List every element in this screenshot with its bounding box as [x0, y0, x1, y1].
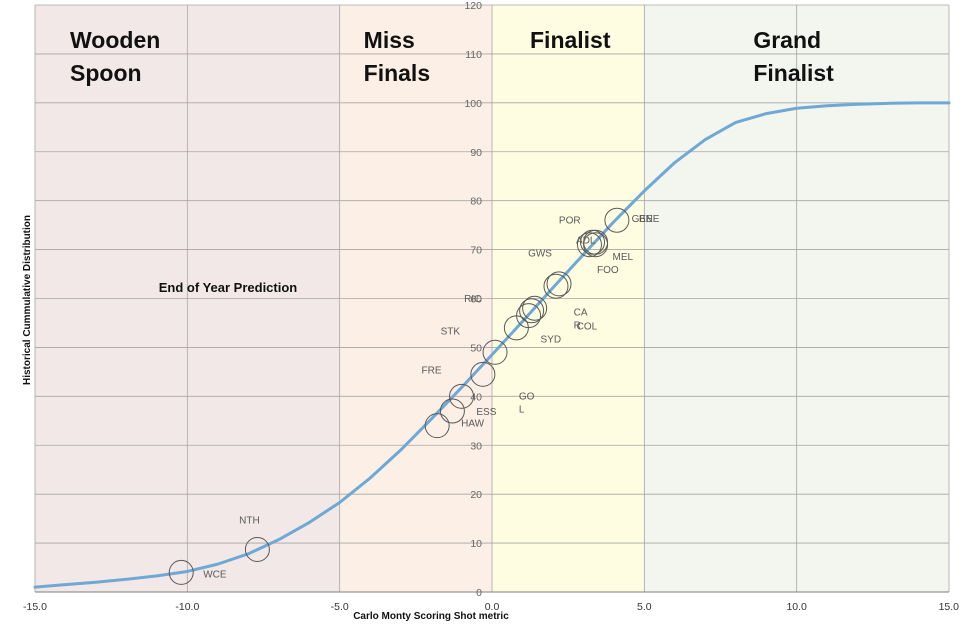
team-marker-1	[244, 536, 270, 562]
zone-title-1-line2: Finals	[364, 60, 430, 86]
team-label-10: CA	[574, 308, 588, 319]
team-label-13: ADL	[576, 236, 596, 247]
y-tick-label-8: 80	[470, 196, 482, 208]
x-tick-label-4: 5.0	[637, 601, 652, 613]
x-tick-label-3: 0.0	[485, 601, 500, 613]
zone-title-2-line1: Finalist	[530, 27, 611, 53]
team-marker-17	[604, 207, 630, 233]
team-label-10-line1: R	[574, 321, 581, 332]
series-line-0	[33, 101, 951, 589]
y-tick-label-7: 70	[470, 245, 482, 257]
zone-title-0-line2: Spoon	[70, 60, 142, 86]
team-label-5-line1: L	[519, 404, 525, 415]
x-tick-label-6: 15.0	[939, 601, 960, 613]
team-label-2: HAW	[461, 419, 485, 430]
zone-title-1-line1: Miss	[364, 27, 415, 53]
end-of-year-annotation: End of Year Prediction	[159, 280, 298, 295]
y-tick-label-10: 100	[464, 98, 482, 110]
team-marker-3	[439, 398, 465, 424]
team-label-12: FOO	[597, 265, 619, 276]
team-label-6: STK	[441, 326, 461, 337]
zone-titles: Wooden Spoon Miss Finals Finalist Grand Finali…	[70, 27, 834, 86]
team-marker-0	[168, 559, 194, 585]
team-label-16: GEE	[632, 214, 653, 225]
team-label-5: GO	[519, 391, 535, 402]
y-tick-label-0: 0	[476, 587, 482, 599]
x-tick-label-5: 10.0	[786, 601, 807, 613]
team-label-11: GWS	[528, 248, 552, 259]
x-axis-title: Carlo Monty Scoring Shot metric	[353, 611, 509, 622]
team-marker-9	[522, 295, 548, 321]
team-marker-11	[543, 273, 569, 299]
team-marker-13	[576, 232, 602, 258]
y-axis-title: Historical Cummulative Distribution	[22, 215, 33, 385]
team-marker-8	[516, 303, 542, 329]
zone-title-3-line2: Finalist	[753, 60, 834, 86]
team-label-15: MEL	[613, 252, 634, 263]
team-marker-2	[424, 413, 450, 439]
team-label-1: NTH	[239, 515, 260, 526]
x-tick-labels: -15.0 -10.0 -5.0 0.0 5.0 10.0 15.0	[23, 601, 959, 613]
team-marker-10	[519, 298, 545, 324]
y-tick-label-11: 110	[465, 49, 482, 61]
y-tick-label-4: 40	[470, 391, 482, 403]
y-tick-label-6: 60	[470, 294, 482, 306]
zone-title-0-line1: Wooden	[70, 27, 160, 53]
team-marker-16	[583, 229, 609, 255]
series-lines	[33, 101, 951, 589]
team-marker-5	[470, 361, 496, 387]
x-tick-label-0: -15.0	[23, 601, 47, 613]
team-label-7: RIC	[464, 294, 481, 305]
gridlines	[34, 4, 950, 593]
team-label-8: SYD	[541, 335, 562, 346]
team-label-3: ESS	[476, 407, 496, 418]
y-tick-label-3: 30	[470, 440, 482, 452]
team-label-0: WCE	[203, 569, 227, 580]
y-tick-label-1: 10	[470, 538, 482, 550]
team-label-14: POR	[559, 216, 581, 227]
team-marker-6	[482, 339, 508, 365]
x-tick-label-2: -5.0	[331, 601, 349, 613]
y-tick-label-12: 120	[464, 0, 482, 12]
team-label-4: FRE	[422, 365, 442, 376]
x-tick-label-1: -10.0	[175, 601, 199, 613]
y-tick-label-9: 90	[470, 147, 482, 159]
zone-title-3-line1: Grand	[753, 27, 821, 53]
y-tick-labels: 0 10 20 30 40 50 60 70 80 90 100 110 120	[464, 0, 482, 599]
team-label-9: COL	[577, 321, 598, 332]
y-tick-label-5: 50	[470, 342, 482, 354]
team-label-17: BNE	[639, 214, 660, 225]
y-tick-label-2: 20	[470, 489, 482, 501]
team-marker-12	[546, 271, 572, 297]
team-marker-4	[449, 383, 475, 409]
